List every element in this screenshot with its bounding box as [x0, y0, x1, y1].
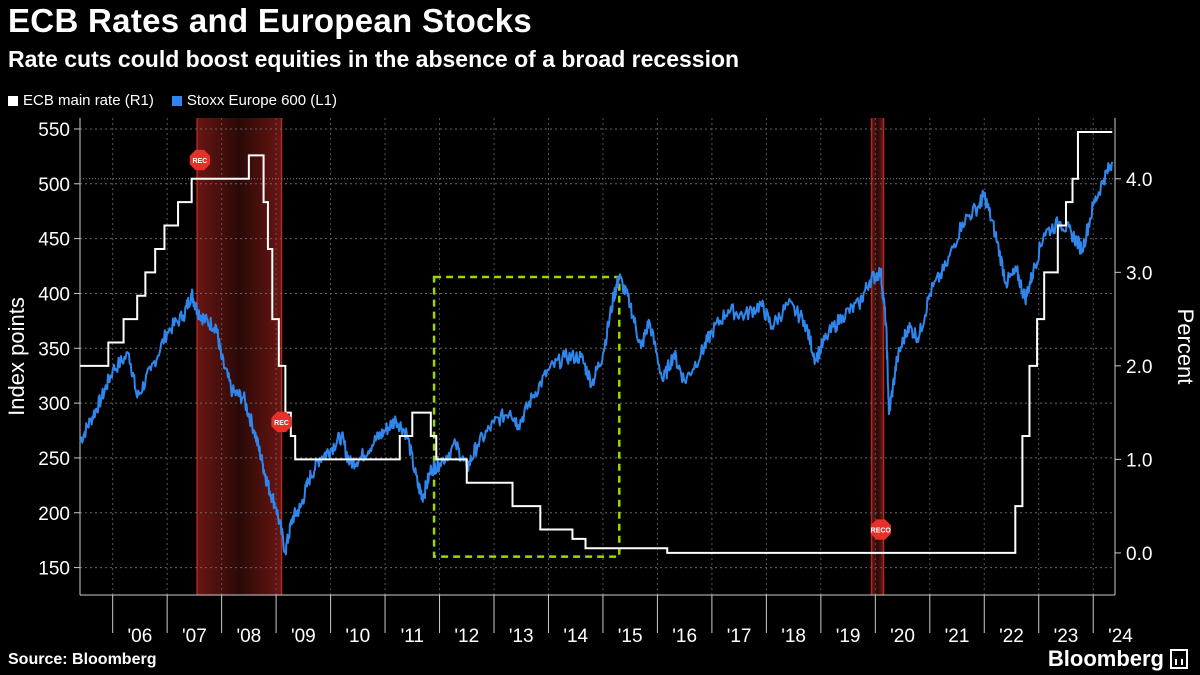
x-tick-label: '10	[345, 626, 370, 647]
x-tick-label: '13	[509, 626, 534, 647]
left-tick-label: 350	[38, 339, 70, 360]
x-tick-label: '23	[1054, 626, 1079, 647]
x-tick-label: '18	[781, 626, 806, 647]
left-tick-label: 550	[38, 120, 70, 141]
rec-marker-icon	[870, 519, 891, 540]
x-tick-label: '15	[618, 626, 643, 647]
source-note: Source: Bloomberg	[8, 651, 157, 668]
legend-label-rate: ECB main rate (R1)	[23, 92, 154, 109]
right-tick-label: 3.0	[1126, 263, 1152, 284]
series-line-ecb-rate	[80, 131, 1113, 554]
x-tick-label: '06	[128, 626, 153, 647]
x-tick-label: '24	[1108, 626, 1133, 647]
rec-marker-label: REC	[274, 420, 289, 427]
x-tick-label: '12	[454, 626, 479, 647]
x-tick-label: '20	[890, 626, 915, 647]
legend-item-rate: ECB main rate (R1)	[8, 92, 154, 109]
left-tick-label: 500	[38, 175, 70, 196]
x-tick-label: '08	[236, 626, 261, 647]
brand-text: Bloomberg	[1047, 646, 1164, 671]
legend-swatch-stoxx	[171, 95, 182, 106]
bloomberg-logo-icon	[1170, 649, 1188, 669]
rec-marker-icon	[189, 149, 210, 171]
x-tick-label: '07	[182, 626, 207, 647]
chart-subtitle: Rate cuts could boost equities in the ab…	[8, 46, 740, 72]
left-tick-label: 300	[38, 394, 70, 415]
series-line-stoxx	[79, 161, 1114, 556]
x-tick-label: '21	[945, 626, 970, 647]
legend-label-stoxx: Stoxx Europe 600 (L1)	[186, 92, 337, 109]
right-tick-label: 4.0	[1126, 170, 1152, 191]
x-tick-label: '11	[401, 626, 424, 647]
x-tick-label: '22	[999, 626, 1024, 647]
legend-item-stoxx: Stoxx Europe 600 (L1)	[171, 92, 337, 109]
x-tick-label: '17	[727, 626, 752, 647]
legend-swatch-rate	[8, 95, 18, 106]
left-tick-label: 450	[38, 230, 70, 251]
recession-shading	[197, 118, 282, 595]
rec-marker-label: RECO	[871, 528, 892, 535]
left-tick-label: 250	[38, 449, 70, 470]
right-tick-label: 1.0	[1126, 450, 1152, 471]
chart-legend: ECB main rate (R1) Stoxx Europe 600 (L1)	[8, 92, 337, 109]
highlight-box	[432, 275, 621, 558]
x-tick-label: '19	[836, 626, 861, 647]
x-tick-label: '16	[672, 626, 697, 647]
bloomberg-logo: Bloomberg	[1048, 646, 1188, 672]
rec-marker-label: REC	[192, 158, 207, 165]
right-axis-title: Percent	[1173, 309, 1198, 385]
left-axis-title: Index points	[4, 297, 29, 416]
rec-marker-icon	[271, 411, 292, 433]
x-tick-label: '09	[291, 626, 316, 647]
recession-shading	[871, 118, 884, 595]
left-tick-label: 150	[38, 559, 70, 580]
right-tick-label: 0.0	[1126, 544, 1152, 565]
right-tick-label: 2.0	[1126, 357, 1152, 378]
chart-title: ECB Rates and European Stocks	[8, 2, 533, 39]
x-tick-label: '14	[563, 626, 588, 647]
left-tick-label: 400	[38, 284, 70, 305]
left-tick-label: 200	[38, 504, 70, 525]
